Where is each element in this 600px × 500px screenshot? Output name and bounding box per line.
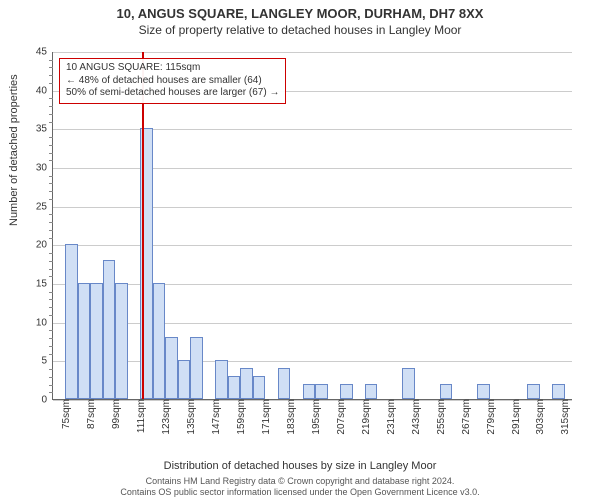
xtick-label: 267sqm (459, 399, 472, 435)
xtick-label: 171sqm (259, 399, 272, 435)
xtick-label: 123sqm (159, 399, 172, 435)
ytick-label: 30 (36, 163, 53, 174)
ytick-label: 5 (41, 356, 53, 367)
xtick-label: 87sqm (84, 399, 97, 429)
xtick-label: 195sqm (309, 399, 322, 435)
xtick-label: 147sqm (209, 399, 222, 435)
xtick-label: 111sqm (134, 399, 147, 433)
x-axis-label: Distribution of detached houses by size … (0, 460, 600, 472)
ytick-label: 15 (36, 279, 53, 290)
xtick-label: 291sqm (509, 399, 522, 435)
ytick-label: 0 (41, 395, 53, 406)
ytick-label: 10 (36, 317, 53, 328)
footer: Contains HM Land Registry data © Crown c… (0, 476, 600, 498)
xtick-label: 255sqm (434, 399, 447, 435)
footer-line: Contains OS public sector information li… (0, 487, 600, 498)
xtick-label: 315sqm (558, 399, 571, 435)
xtick-label: 219sqm (359, 399, 372, 435)
ytick-label: 35 (36, 124, 53, 135)
ytick-label: 20 (36, 240, 53, 251)
xtick-label: 159sqm (234, 399, 247, 435)
chart-subtitle: Size of property relative to detached ho… (0, 21, 600, 37)
xtick-label: 135sqm (184, 399, 197, 435)
footer-line: Contains HM Land Registry data © Crown c… (0, 476, 600, 487)
y-axis-label: Number of detached properties (8, 74, 20, 226)
xtick-label: 243sqm (409, 399, 422, 435)
xtick-label: 207sqm (334, 399, 347, 435)
xtick-label: 99sqm (109, 399, 122, 429)
xtick-label: 279sqm (484, 399, 497, 435)
xtick-label: 231sqm (384, 399, 397, 435)
xtick-label: 75sqm (59, 399, 72, 429)
chart-title: 10, ANGUS SQUARE, LANGLEY MOOR, DURHAM, … (0, 0, 600, 21)
chart-plot-area: 051015202530354045 10 ANGUS SQUARE: 115s… (52, 52, 572, 400)
xtick-label: 183sqm (284, 399, 297, 435)
ytick-label: 40 (36, 85, 53, 96)
ytick-label: 45 (36, 47, 53, 58)
ytick-label: 25 (36, 201, 53, 212)
xtick-label: 303sqm (533, 399, 546, 435)
xticks-container: 75sqm87sqm99sqm111sqm123sqm135sqm147sqm1… (53, 52, 572, 399)
